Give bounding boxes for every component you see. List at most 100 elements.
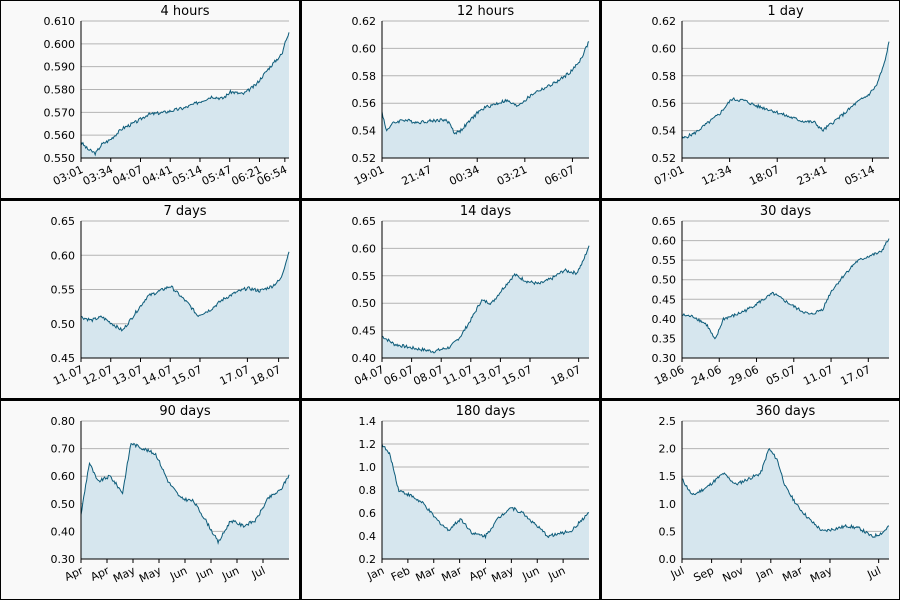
y-tick-label: 0.4	[359, 530, 377, 543]
y-tick-label: 0.610	[44, 15, 76, 28]
y-tick-label: 2.5	[659, 415, 677, 428]
y-tick-label: 0.5	[659, 525, 677, 538]
x-tick-label: Jun	[167, 564, 189, 583]
y-tick-label: 0.50	[51, 318, 76, 331]
y-tick-label: 0.65	[51, 215, 76, 228]
y-tick-label: 0.58	[652, 70, 677, 83]
y-tick-label: 0.62	[352, 15, 377, 28]
x-tick-label: Feb	[389, 564, 412, 584]
x-tick-label: 04:07	[111, 163, 145, 188]
y-tick-label: 0.65	[352, 215, 377, 228]
series-area	[81, 251, 289, 358]
chart-panel: 90 days 0.30 0.40 0.50 0.60 0.70 0.80 Apr Apr May…	[1, 401, 299, 599]
chart-title: 360 days	[756, 404, 816, 419]
x-tick-label: 23:41	[795, 163, 829, 188]
x-tick-label: Sep	[692, 564, 716, 585]
series-line	[381, 41, 590, 135]
x-tick-label: Jul	[249, 564, 267, 582]
series-line	[681, 448, 890, 539]
chart-panel: 14 days 0.40 0.45 0.50 0.55 0.60 0.65 04.07 06.0…	[302, 201, 599, 398]
x-tick-label: Apr	[467, 564, 490, 584]
y-tick-label: 0.56	[652, 97, 677, 110]
y-tick-label: 0.590	[44, 61, 76, 74]
y-tick-label: 1.2	[359, 438, 377, 451]
y-tick-label: 2.0	[659, 443, 677, 456]
chart-title: 7 days	[163, 204, 206, 219]
x-tick-label: Jan	[753, 564, 775, 583]
x-tick-label: May	[808, 564, 835, 586]
y-tick-label: 0.60	[51, 470, 76, 483]
y-tick-label: 0.55	[652, 254, 677, 267]
y-tick-label: 0.550	[44, 152, 76, 165]
series-line	[681, 238, 890, 340]
y-tick-label: 0.50	[352, 297, 377, 310]
x-tick-label: 12.07	[81, 363, 115, 388]
x-tick-label: May	[490, 564, 517, 586]
y-tick-label: 0.54	[652, 125, 677, 138]
chart-title: 180 days	[456, 404, 516, 419]
series-line	[80, 251, 290, 332]
x-tick-label: Mar	[780, 564, 805, 585]
y-tick-label: 0.60	[352, 42, 377, 55]
x-tick-label: Nov	[721, 564, 746, 585]
x-tick-label: 05.07	[764, 363, 798, 388]
y-tick-label: 0.40	[51, 525, 76, 538]
series-line	[381, 443, 590, 540]
series-line	[381, 245, 590, 354]
x-tick-label: 19:01	[352, 163, 386, 188]
y-tick-label: 0.52	[652, 152, 677, 165]
chart-panel: 360 days 0.0 0.5 1.0 1.5 2.0 2.5 Jul Sep Nov Jan Ma…	[602, 401, 899, 599]
x-tick-label: 12:34	[700, 163, 734, 188]
x-tick-label: 03:01	[51, 163, 85, 188]
y-tick-label: 0.58	[352, 70, 377, 83]
x-tick-label: 21:47	[400, 163, 434, 188]
x-tick-label: 29.06	[727, 363, 761, 388]
series-area	[682, 448, 889, 559]
x-tick-label: 03:34	[81, 163, 115, 188]
series-line	[681, 41, 890, 140]
chart-panel: 7 days 0.45 0.50 0.55 0.60 0.65 11.07 12.07 13.0…	[1, 201, 299, 398]
y-tick-label: 0.54	[352, 125, 377, 138]
x-tick-label: 05:47	[200, 163, 234, 188]
x-tick-label: Apr	[63, 564, 86, 584]
x-tick-label: 11.07	[51, 363, 85, 388]
y-tick-label: 0.30	[51, 553, 76, 566]
x-tick-label: 04:41	[140, 163, 174, 188]
x-tick-label: Jun	[219, 564, 241, 583]
chart-title: 12 hours	[457, 4, 514, 19]
series-area	[682, 41, 889, 158]
y-tick-label: 0.50	[652, 274, 677, 287]
x-tick-label: 07:01	[652, 163, 686, 188]
y-tick-label: 0.2	[359, 553, 377, 566]
y-tick-label: 0.45	[652, 293, 677, 306]
chart-title: 14 days	[460, 204, 512, 219]
chart-title: 90 days	[159, 404, 211, 419]
x-tick-label: 06:54	[255, 163, 289, 188]
x-tick-label: Mar	[414, 564, 439, 585]
series-area	[382, 41, 589, 158]
x-tick-label: Jul	[864, 564, 882, 582]
chart-svg: 12 hours 0.52 0.54 0.56 0.58 0.60 0.62 19:01 21:…	[352, 4, 590, 188]
x-tick-label: 18.07	[549, 363, 583, 388]
y-tick-label: 1.5	[659, 470, 677, 483]
x-tick-label: May	[111, 564, 138, 586]
x-tick-label: 24.06	[689, 363, 723, 388]
y-tick-label: 1.0	[659, 498, 677, 511]
y-tick-label: 0.40	[352, 352, 377, 365]
x-tick-label: 17.07	[218, 363, 252, 388]
x-tick-label: 05:14	[842, 163, 876, 188]
x-tick-label: Jun	[545, 564, 567, 583]
y-tick-label: 0.62	[652, 15, 677, 28]
y-tick-label: 0.30	[652, 352, 677, 365]
series-area	[382, 245, 589, 358]
y-tick-label: 1.4	[359, 415, 377, 428]
x-tick-label: Apr	[89, 564, 112, 584]
chart-panel: 30 days 0.30 0.35 0.40 0.45 0.50 0.55 0.60 0.65 1…	[602, 201, 899, 398]
chart-panel: 1 day 0.52 0.54 0.56 0.58 0.60 0.62 07:01 12:34 1…	[602, 1, 899, 198]
y-tick-label: 0.0	[659, 553, 677, 566]
x-tick-label: Jun	[193, 564, 215, 583]
x-tick-label: 18:07	[747, 163, 781, 188]
x-tick-label: 17.07	[839, 363, 873, 388]
